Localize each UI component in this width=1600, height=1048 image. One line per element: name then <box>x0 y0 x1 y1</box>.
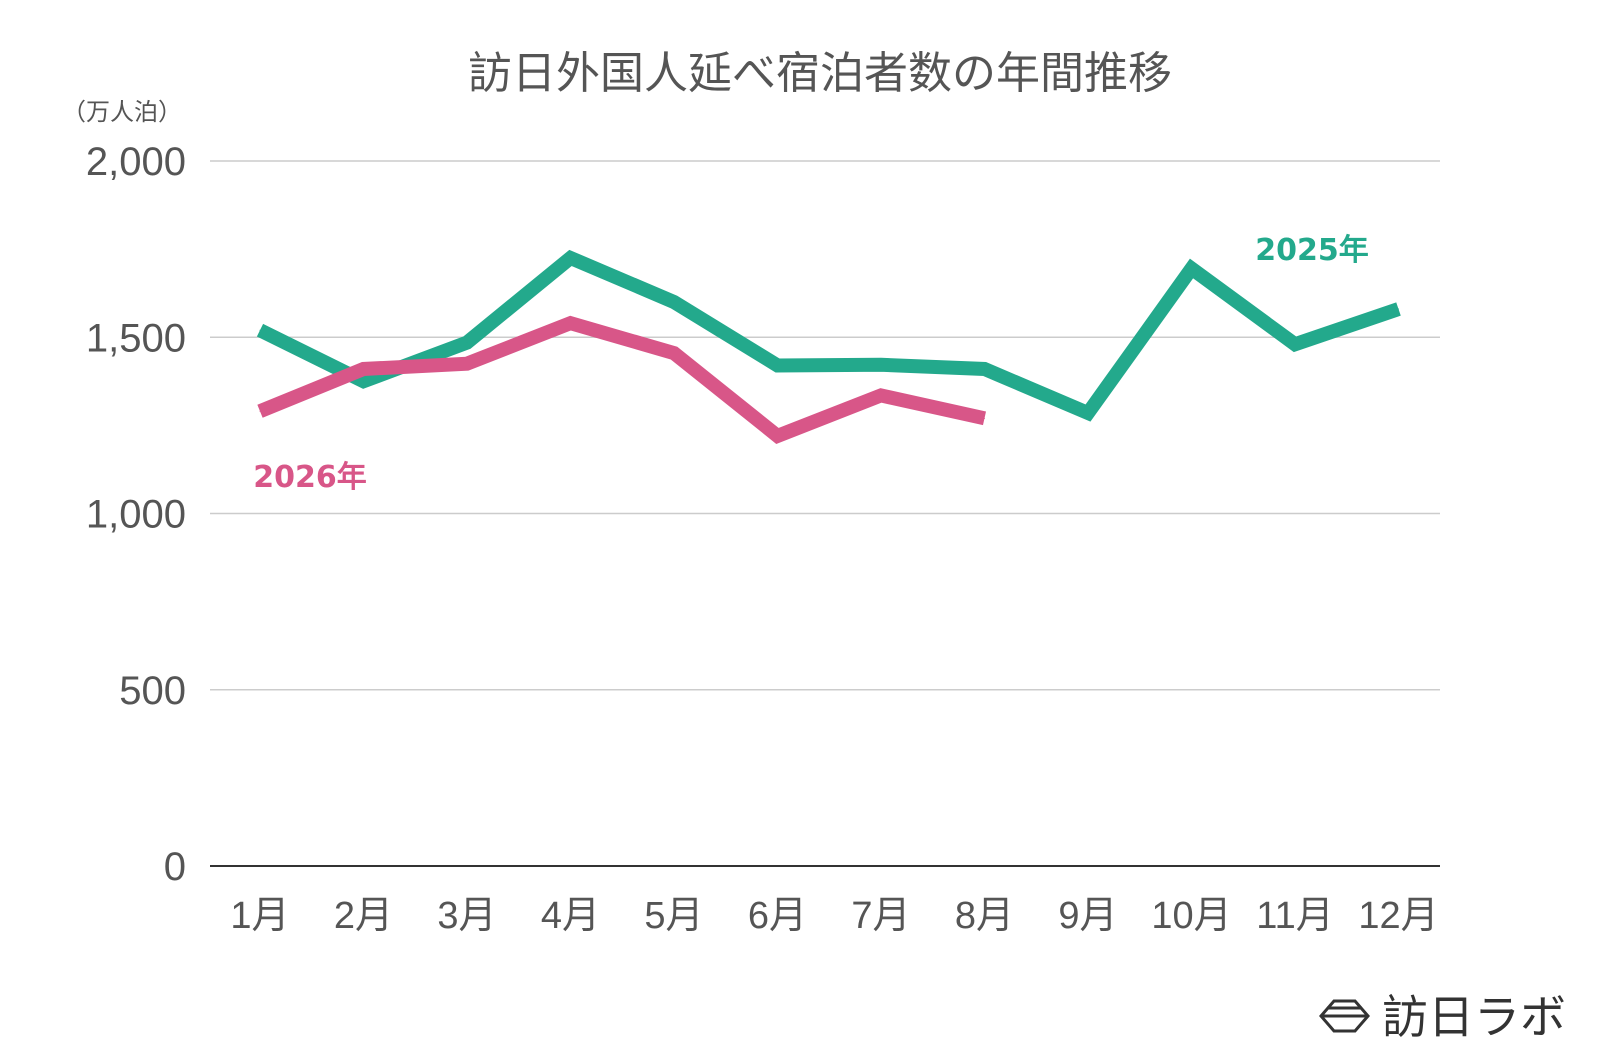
x-tick-label: 12月 <box>1358 895 1438 937</box>
x-tick-label: 4月 <box>541 895 600 937</box>
x-tick-label: 2月 <box>334 895 393 937</box>
data-point <box>777 435 778 437</box>
data-point <box>880 364 882 366</box>
data-point <box>1191 268 1192 270</box>
brand-name: 訪日ラボ <box>1382 990 1566 1044</box>
gridlines <box>210 160 1440 867</box>
series-line-1 <box>257 315 987 444</box>
data-point <box>984 368 985 370</box>
y-axis-ticks: 0 500 1,000 1,500 2,000 <box>86 140 186 889</box>
data-point <box>777 364 778 366</box>
data-point <box>259 329 261 331</box>
y-tick-label: 500 <box>119 669 186 713</box>
series-label: 2025年 <box>1255 233 1369 268</box>
x-tick-label: 7月 <box>851 895 910 937</box>
y-tick-label: 2,000 <box>86 140 186 184</box>
series-labels: 2025年 2026年 <box>253 233 1369 495</box>
data-point <box>570 322 571 324</box>
x-tick-label: 11月 <box>1256 895 1333 937</box>
data-point <box>984 417 985 419</box>
x-tick-label: 6月 <box>748 895 807 937</box>
x-axis-ticks: 1月 2月 3月 4月 5月 6月 7月 8月 9月 10月 11月 12月 <box>230 895 1438 937</box>
series-label: 2026年 <box>253 460 367 495</box>
x-tick-label: 1月 <box>230 895 289 937</box>
x-tick-label: 10月 <box>1151 895 1231 937</box>
data-point <box>363 380 364 382</box>
data-point <box>673 352 675 354</box>
data-point <box>1294 343 1296 345</box>
hexagon-logo-icon <box>1319 999 1370 1033</box>
chart-title: 訪日外国人延べ宿泊者数の年間推移 <box>468 48 1172 99</box>
data-point <box>363 368 364 370</box>
data-point <box>466 363 468 365</box>
data-point <box>466 342 468 344</box>
data-point <box>673 301 675 303</box>
y-tick-label: 1,500 <box>86 316 186 360</box>
brand-logo: 訪日ラボ <box>1319 990 1566 1044</box>
x-tick-label: 9月 <box>1058 895 1117 937</box>
x-tick-label: 3月 <box>437 895 496 937</box>
series-line-0 <box>256 249 1401 422</box>
data-point <box>1087 412 1089 414</box>
x-tick-label: 5月 <box>644 895 703 937</box>
data-point <box>1398 308 1399 310</box>
data-point <box>570 257 571 259</box>
y-tick-label: 1,000 <box>86 493 186 537</box>
series-lines <box>256 249 1401 444</box>
data-point <box>259 410 261 412</box>
y-axis-unit-label: （万人泊） <box>62 98 182 126</box>
data-point <box>880 394 882 396</box>
y-tick-label: 0 <box>164 845 186 889</box>
x-tick-label: 8月 <box>955 895 1014 937</box>
